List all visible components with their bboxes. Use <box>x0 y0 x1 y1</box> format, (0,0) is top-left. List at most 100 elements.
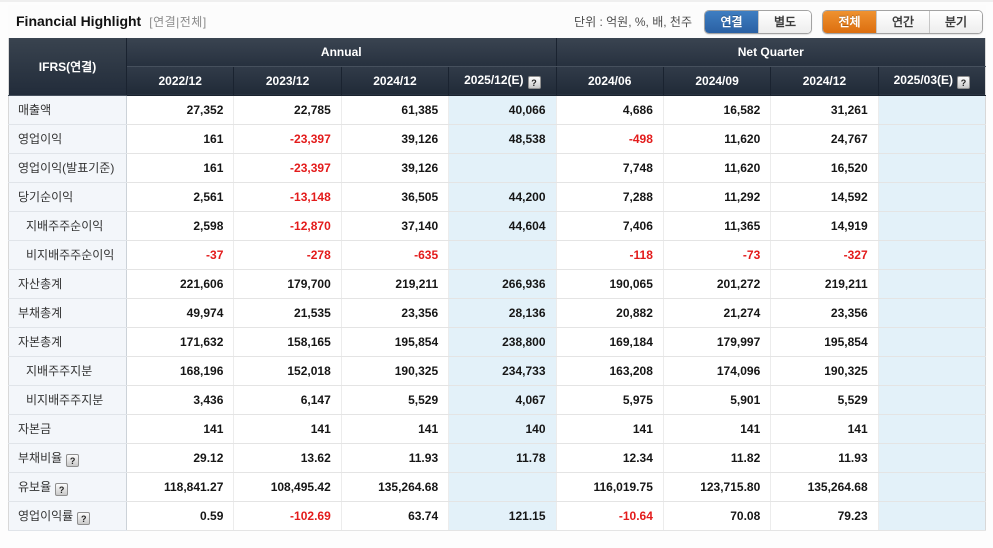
table-cell: 5,975 <box>556 385 664 415</box>
row-label: 유보율? <box>8 472 127 502</box>
table-cell: 37,140 <box>341 211 450 241</box>
table-cell: 27,352 <box>126 95 235 125</box>
table-cell <box>448 240 557 270</box>
table-cell: 28,136 <box>448 298 557 328</box>
corner-header-ifrs: IFRS(연결) <box>8 38 127 96</box>
table-cell: 24,767 <box>770 124 879 154</box>
table-cell: 11.93 <box>341 443 450 473</box>
table-cell: 16,520 <box>770 153 879 183</box>
table-cell: 195,854 <box>341 327 450 357</box>
help-icon[interactable]: ? <box>957 75 970 89</box>
table-row: 당기순이익 2,561 -13,148 36,505 44,200 7,288 11,292… <box>8 182 986 212</box>
table-cell: -12,870 <box>233 211 342 241</box>
table-cell: 135,264.68 <box>770 472 879 502</box>
table-cell: 152,018 <box>233 356 342 386</box>
period-toggle-button[interactable]: 연간 <box>876 10 929 33</box>
table-cell: 141 <box>663 414 772 444</box>
row-label: 자본총계 <box>8 327 127 357</box>
help-icon[interactable]: ? <box>55 482 69 496</box>
table-cell: 5,529 <box>341 385 450 415</box>
table-cell: -635 <box>341 240 450 270</box>
column-header-label: 2025/12(E) <box>464 72 524 87</box>
column-header: 2022/12 <box>126 66 235 96</box>
row-label-text: 당기순이익 <box>18 190 74 204</box>
group-header-net-quarter: Net Quarter <box>556 38 986 67</box>
title-bar: Financial Highlight [연결|전체] 단위 : 억원, %, … <box>8 5 986 38</box>
table-cell: 163,208 <box>556 356 664 386</box>
table-cell: 11.82 <box>663 443 772 473</box>
column-header: 2025/03(E)? <box>878 66 986 96</box>
table-cell: 219,211 <box>341 269 450 299</box>
help-icon[interactable]: ? <box>66 453 80 467</box>
table-cell: 201,272 <box>663 269 772 299</box>
table-cell: 168,196 <box>126 356 235 386</box>
table-cell <box>878 269 986 299</box>
table-cell: 39,126 <box>341 124 450 154</box>
title-scope-label: [연결|전체] <box>149 15 207 29</box>
column-header-label: 2024/06 <box>587 73 632 88</box>
table-cell: 23,356 <box>341 298 450 328</box>
table-cell: 11.78 <box>448 443 557 473</box>
table-cell: 158,165 <box>233 327 342 357</box>
table-cell: -73 <box>663 240 772 270</box>
table-cell: 11,292 <box>663 182 772 212</box>
table-row: 자본금 141 141 141 140 141 141 141 <box>8 414 986 444</box>
table-cell: 238,800 <box>448 327 557 357</box>
table-cell: 14,592 <box>770 182 879 212</box>
table-cell: 116,019.75 <box>556 472 664 502</box>
table-cell <box>878 211 986 241</box>
table-cell: 12.34 <box>556 443 664 473</box>
table-cell: -23,397 <box>233 153 342 183</box>
row-label: 영업이익(발표기준) <box>8 153 127 183</box>
table-row: 지배주주순이익 2,598 -12,870 37,140 44,604 7,406 11,3… <box>8 211 986 241</box>
table-cell <box>878 298 986 328</box>
table-cell <box>878 443 986 473</box>
table-cell: 266,936 <box>448 269 557 299</box>
table-cell: 108,495.42 <box>233 472 342 502</box>
row-label-text: 자본총계 <box>18 335 63 349</box>
row-label: 비지배주주지분 <box>8 385 127 415</box>
period-toggle-button[interactable]: 전체 <box>823 10 876 33</box>
row-label: 당기순이익 <box>8 182 127 212</box>
page-title: Financial Highlight <box>16 13 142 29</box>
table-row: 영업이익(발표기준) 161 -23,397 39,126 7,748 11,620 16,… <box>8 153 986 183</box>
row-label: 부채총계 <box>8 298 127 328</box>
row-label-text: 부채총계 <box>18 306 63 320</box>
table-cell: -10.64 <box>556 501 664 531</box>
row-label-text: 지배주주순이익 <box>26 219 104 233</box>
help-icon[interactable]: ? <box>77 511 91 525</box>
table-row: 비지배주주순이익 -37 -278 -635 -118 -73 -327 <box>8 240 986 270</box>
table-row: 부채비율? 29.12 13.62 11.93 11.78 12.34 11.82 11.93 <box>8 443 986 473</box>
period-toggle-button[interactable]: 분기 <box>929 10 982 33</box>
table-cell: 141 <box>770 414 879 444</box>
consolidation-toggle-button[interactable]: 연결 <box>705 10 758 33</box>
table-cell: 44,604 <box>448 211 557 241</box>
table-cell: 11,620 <box>663 124 772 154</box>
table-cell: 39,126 <box>341 153 450 183</box>
table-cell: 11,620 <box>663 153 772 183</box>
table-cell: 135,264.68 <box>341 472 450 502</box>
table-row: 부채총계 49,974 21,535 23,356 28,136 20,882 21,274… <box>8 298 986 328</box>
table-row: 자산총계 221,606 179,700 219,211 266,936 190,065 2… <box>8 269 986 299</box>
column-header-label: 2024/09 <box>695 73 739 88</box>
table-cell: -498 <box>556 124 664 154</box>
consolidation-toggle-button[interactable]: 별도 <box>758 10 811 33</box>
table-cell: 11.93 <box>770 443 879 473</box>
table-row: 비지배주주지분 3,436 6,147 5,529 4,067 5,975 5,901 5,5… <box>8 385 986 415</box>
column-header-label: 2024/12 <box>802 73 847 88</box>
table-cell: 21,274 <box>663 298 772 328</box>
table-row: 영업이익 161 -23,397 39,126 48,538 -498 11,620 24,7… <box>8 124 986 154</box>
row-label: 영업이익률? <box>8 501 127 531</box>
row-label-text: 비지배주주지분 <box>26 393 104 407</box>
help-icon[interactable]: ? <box>527 75 541 89</box>
table-cell: 234,733 <box>448 356 557 386</box>
table-cell: 49,974 <box>126 298 235 328</box>
table-cell: 2,598 <box>126 211 235 241</box>
table-cell <box>878 240 986 270</box>
table-cell: 169,184 <box>556 327 664 357</box>
table-row: 영업이익률? 0.59 -102.69 63.74 121.15 -10.64 70.08 7… <box>8 501 986 531</box>
table-cell: 31,261 <box>770 95 879 125</box>
row-label-text: 부채비율 <box>18 450 63 465</box>
period-toggle: 전체 연간 분기 <box>822 9 983 34</box>
table-cell: 61,385 <box>341 95 450 125</box>
